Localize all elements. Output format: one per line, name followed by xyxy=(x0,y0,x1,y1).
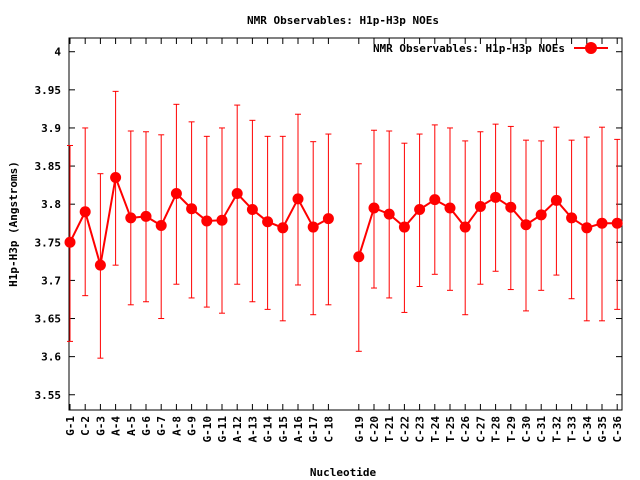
legend-label: NMR Observables: H1p-H3p NOEs xyxy=(373,42,565,55)
x-axis-label: Nucleotide xyxy=(310,466,377,479)
x-tick-label: C-36 xyxy=(611,416,624,443)
data-point xyxy=(611,217,623,229)
chart-title: NMR Observables: H1p-H3p NOEs xyxy=(247,14,439,27)
y-tick-label: 3.9 xyxy=(41,122,61,135)
y-tick-label: 4 xyxy=(54,46,61,59)
y-tick-label: 3.7 xyxy=(41,274,61,287)
y-axis: 3.55 3.6 3.65 3.7 3.75 3.8 3.85 3.9 3.95 4 xyxy=(35,46,622,402)
x-tick-label: T-33 xyxy=(566,416,579,443)
data-point xyxy=(474,200,486,212)
data-point xyxy=(262,216,274,228)
data-point xyxy=(64,236,76,248)
x-tick-label: A-4 xyxy=(110,416,123,436)
data-point xyxy=(216,214,228,226)
data-point xyxy=(520,219,532,231)
data-point xyxy=(79,206,91,218)
data-point xyxy=(246,204,258,216)
x-tick-label: C-2 xyxy=(79,416,92,436)
data-point xyxy=(170,188,182,200)
x-tick-label: T-28 xyxy=(490,416,503,443)
data-point xyxy=(94,259,106,271)
legend: NMR Observables: H1p-H3p NOEs xyxy=(373,42,608,55)
data-point xyxy=(429,194,441,206)
legend-marker xyxy=(585,42,597,54)
x-tick-label: T-32 xyxy=(550,416,563,443)
x-tick-label: G-6 xyxy=(140,416,153,436)
data-point xyxy=(490,191,502,203)
x-tick-label: C-26 xyxy=(459,416,472,443)
x-tick-label: C-31 xyxy=(535,416,548,443)
data-point xyxy=(398,221,410,233)
x-tick-label: T-29 xyxy=(505,416,518,443)
x-tick-label: C-22 xyxy=(398,416,411,443)
x-tick-label: G-17 xyxy=(307,416,320,443)
data-point xyxy=(322,213,334,225)
x-tick-label: G-10 xyxy=(201,416,214,443)
x-tick-label: G-11 xyxy=(216,416,229,443)
data-point xyxy=(125,212,137,224)
data-point xyxy=(186,203,198,215)
data-point xyxy=(110,172,122,183)
x-tick-label: T-24 xyxy=(429,416,442,443)
x-tick-label: G-14 xyxy=(262,416,275,443)
data-point xyxy=(566,212,578,224)
x-tick-label: G-3 xyxy=(94,416,107,436)
y-tick-label: 3.65 xyxy=(35,313,62,326)
data-point xyxy=(550,194,562,206)
data-point xyxy=(368,202,380,214)
y-tick-label: 3.85 xyxy=(35,160,62,173)
x-tick-label: C-30 xyxy=(520,416,533,443)
x-tick-label: G-1 xyxy=(64,416,77,436)
plot-frame xyxy=(68,37,623,411)
x-tick-label: G-35 xyxy=(596,416,609,443)
x-tick-label: C-27 xyxy=(474,416,487,443)
data-point xyxy=(383,208,395,220)
x-tick-label: G-15 xyxy=(277,416,290,443)
data-point xyxy=(292,193,304,205)
data-point xyxy=(596,217,608,229)
x-tick-label: A-5 xyxy=(125,416,138,436)
data-point xyxy=(414,204,426,216)
y-tick-label: 3.95 xyxy=(35,84,62,97)
x-tick-label: A-8 xyxy=(170,416,183,436)
x-tick-label: C-34 xyxy=(581,416,594,443)
data-point xyxy=(140,210,152,222)
series-line xyxy=(357,196,618,258)
data-point xyxy=(307,221,319,233)
x-tick-label: G-19 xyxy=(353,416,366,443)
data-point xyxy=(155,220,167,232)
x-axis: G-1 C-2 G-3 A-4 A-5 G-6 G-7 A-8 G-9 G-10 G-11 A-12 A… xyxy=(64,38,624,443)
x-tick-label: G-7 xyxy=(155,416,168,436)
data-point xyxy=(505,201,517,213)
y-tick-label: 3.55 xyxy=(35,389,62,402)
x-tick-label: T-25 xyxy=(444,416,457,443)
x-tick-label: T-21 xyxy=(383,416,396,443)
x-tick-label: A-16 xyxy=(292,416,305,443)
data-point xyxy=(459,221,471,233)
x-tick-label: C-18 xyxy=(322,416,335,443)
y-axis-label: H1p-H3p (Angstroms) xyxy=(7,161,20,287)
data-point xyxy=(581,222,593,234)
data-point xyxy=(277,222,289,234)
data-point xyxy=(231,188,243,200)
data-point xyxy=(353,251,365,263)
data-series xyxy=(64,90,623,359)
data-point xyxy=(444,202,456,214)
x-tick-label: G-9 xyxy=(186,416,199,436)
x-tick-label: A-13 xyxy=(246,416,259,443)
x-tick-label: C-20 xyxy=(368,416,381,443)
series-line xyxy=(69,173,329,266)
x-tick-label: C-23 xyxy=(414,416,427,443)
data-point xyxy=(535,209,547,221)
y-tick-label: 3.6 xyxy=(41,351,61,364)
data-point xyxy=(201,215,213,227)
x-tick-label: A-12 xyxy=(231,416,244,443)
y-tick-label: 3.75 xyxy=(35,236,62,249)
y-tick-label: 3.8 xyxy=(41,198,61,211)
